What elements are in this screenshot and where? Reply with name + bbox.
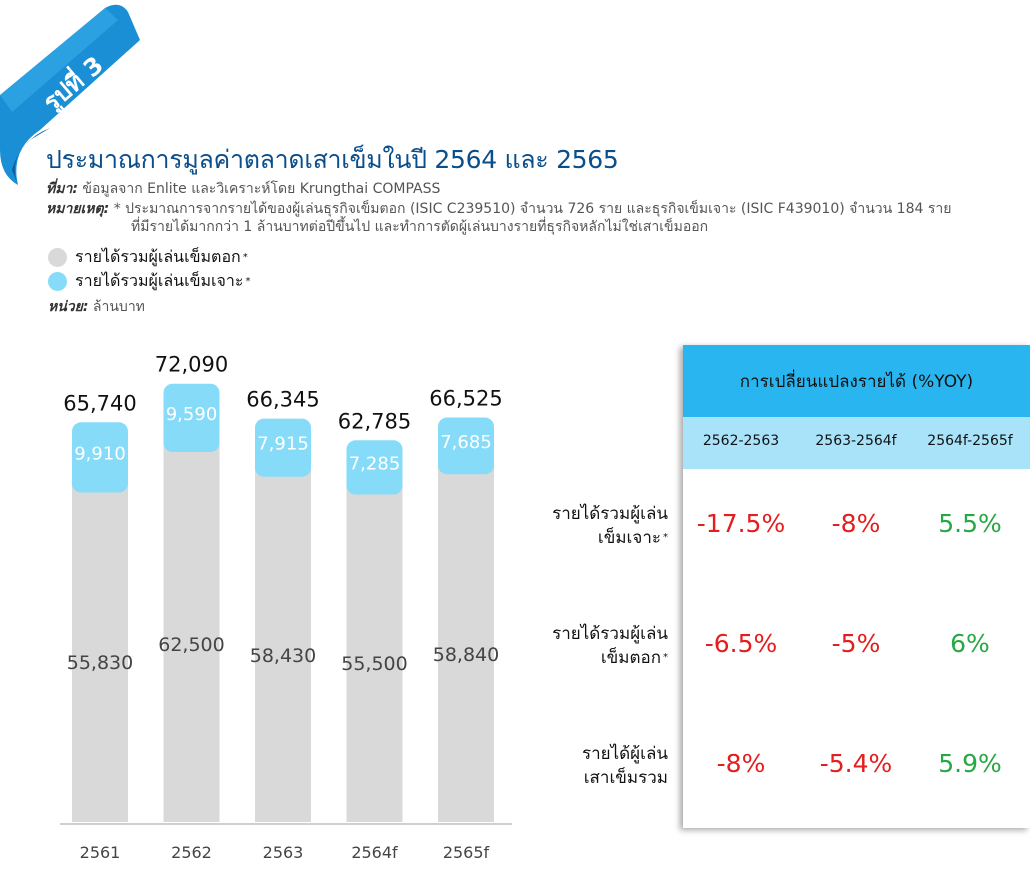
legend-swatch-driven [48, 248, 67, 267]
column-header-3: 2564f-2565f [927, 433, 1013, 449]
x-tick-label: 2562 [171, 843, 212, 862]
bar-bored [255, 418, 311, 477]
note-text-2: ที่มีรายได้มากกว่า 1 ล้านบาทต่อปีขึ้นไป … [131, 219, 709, 235]
row-label-line-1: รายได้ผู้เล่น [581, 744, 668, 764]
note-line: หมายเหตุ: * ประมาณการจากรายได้ของผู้เล่น… [46, 198, 951, 220]
figure-ribbon: รูปที่ 3 [0, 4, 140, 185]
row-label: รายได้รวมผู้เล่น เข็มตอก * [552, 622, 668, 670]
column-header-1: 2562-2563 [702, 433, 780, 449]
row-label-star: * [663, 652, 668, 663]
yoy-value: 5.9% [938, 749, 1002, 778]
note-text-1: ประมาณการจากรายได้ของผู้เล่นธุรกิจเข็มตอ… [125, 201, 952, 217]
source-line: ที่มา: ข้อมูลจาก Enlite และวิเคราะห์โดย … [46, 178, 440, 200]
bar-label-driven: 55,500 [341, 653, 407, 675]
yoy-value: 6% [950, 629, 990, 658]
bar-label-bored: 7,685 [440, 432, 492, 453]
row-label: รายได้รวมผู้เล่น เข็มเจาะ * [552, 502, 668, 550]
bar-label-bored: 9,910 [74, 443, 126, 464]
yoy-value: -17.5% [696, 509, 786, 538]
bar-bored [346, 440, 403, 495]
yoy-panel-title: การเปลี่ยนแปลงรายได้ (%YOY) [683, 345, 1030, 417]
bar-driven [72, 472, 128, 822]
chart-title: ประมาณการมูลค่าตลาดเสาเข็มในปี 2564 และ … [46, 145, 619, 174]
bar-driven [255, 456, 311, 822]
stacked-bar-chart: 55,830 9,910 65,740 2561 62,500 9,590 72,090 25… [60, 353, 512, 862]
x-tick-label: 2564f [351, 843, 398, 862]
row-label-text: เข็มตอก [600, 648, 661, 668]
unit-line: หน่วย: ล้านบาท [48, 296, 145, 318]
bar-total-label: 62,785 [338, 409, 411, 433]
row-label-line-2: เข็มตอก * [552, 646, 668, 670]
bar-label-driven: 62,500 [158, 634, 224, 656]
bar-label-bored: 7,915 [257, 434, 309, 455]
row-label-text: เข็มเจาะ [597, 528, 661, 548]
yoy-panel-column-bar [683, 417, 1030, 469]
unit-label: หน่วย: [48, 299, 89, 315]
bar-total-label: 66,525 [429, 387, 502, 411]
bar-driven [438, 454, 494, 822]
unit-text: ล้านบาท [92, 299, 145, 315]
row-label-line-1: รายได้รวมผู้เล่น [552, 624, 668, 644]
legend-star-driven: * [242, 252, 248, 263]
bar-driven [163, 432, 220, 822]
x-tick-label: 2565f [443, 843, 490, 862]
bar-label-bored: 7,285 [349, 453, 401, 474]
row-label-star: * [663, 532, 668, 543]
legend-item-bored: รายได้รวมผู้เล่นเข็มเจาะ * [48, 269, 250, 294]
bar-total-label: 65,740 [63, 391, 136, 415]
bar-driven [346, 474, 403, 822]
yoy-value: -6.5% [704, 629, 778, 658]
column-header-2: 2563-2564f [815, 433, 897, 449]
yoy-value: -5% [831, 629, 881, 658]
source-text: ข้อมูลจาก Enlite และวิเคราะห์โดย Krungth… [82, 181, 441, 197]
x-tick-label: 2563 [263, 843, 304, 862]
x-tick-label: 2561 [80, 843, 121, 862]
legend-label-bored: รายได้รวมผู้เล่นเข็มเจาะ [75, 271, 244, 290]
row-label-text: เสาเข็มรวม [583, 768, 668, 788]
bar-label-driven: 58,430 [250, 645, 316, 667]
row-label: รายได้ผู้เล่นเสาเข็มรวม [582, 742, 668, 790]
yoy-value: -5.4% [819, 749, 893, 778]
note-label: หมายเหตุ: [46, 201, 110, 217]
source-label: ที่มา: [46, 181, 78, 197]
row-label-line-2: เข็มเจาะ * [552, 526, 668, 550]
bar-bored [438, 417, 494, 475]
bar-bored [163, 383, 220, 452]
yoy-panel: การเปลี่ยนแปลงรายได้ (%YOY) 2562-2563 25… [683, 345, 1030, 828]
yoy-value: -8% [716, 749, 766, 778]
bar-bored [72, 422, 128, 493]
bar-total-label: 66,345 [246, 388, 319, 412]
note-star: * [113, 201, 121, 217]
legend-label-driven: รายได้รวมผู้เล่นเข็มตอก [75, 247, 241, 266]
bar-label-driven: 58,840 [433, 644, 499, 666]
legend-star-bored: * [245, 276, 251, 287]
row-label-line-1: รายได้รวมผู้เล่น [552, 504, 668, 524]
yoy-value: -8% [831, 509, 881, 538]
row-label-line-2: เสาเข็มรวม [582, 766, 668, 790]
bar-label-driven: 55,830 [67, 652, 133, 674]
yoy-value: 5.5% [938, 509, 1002, 538]
bar-total-label: 72,090 [155, 353, 228, 377]
legend-item-driven: รายได้รวมผู้เล่นเข็มตอก * [48, 245, 248, 270]
legend-swatch-bored [48, 272, 67, 291]
bar-label-bored: 9,590 [166, 404, 218, 425]
